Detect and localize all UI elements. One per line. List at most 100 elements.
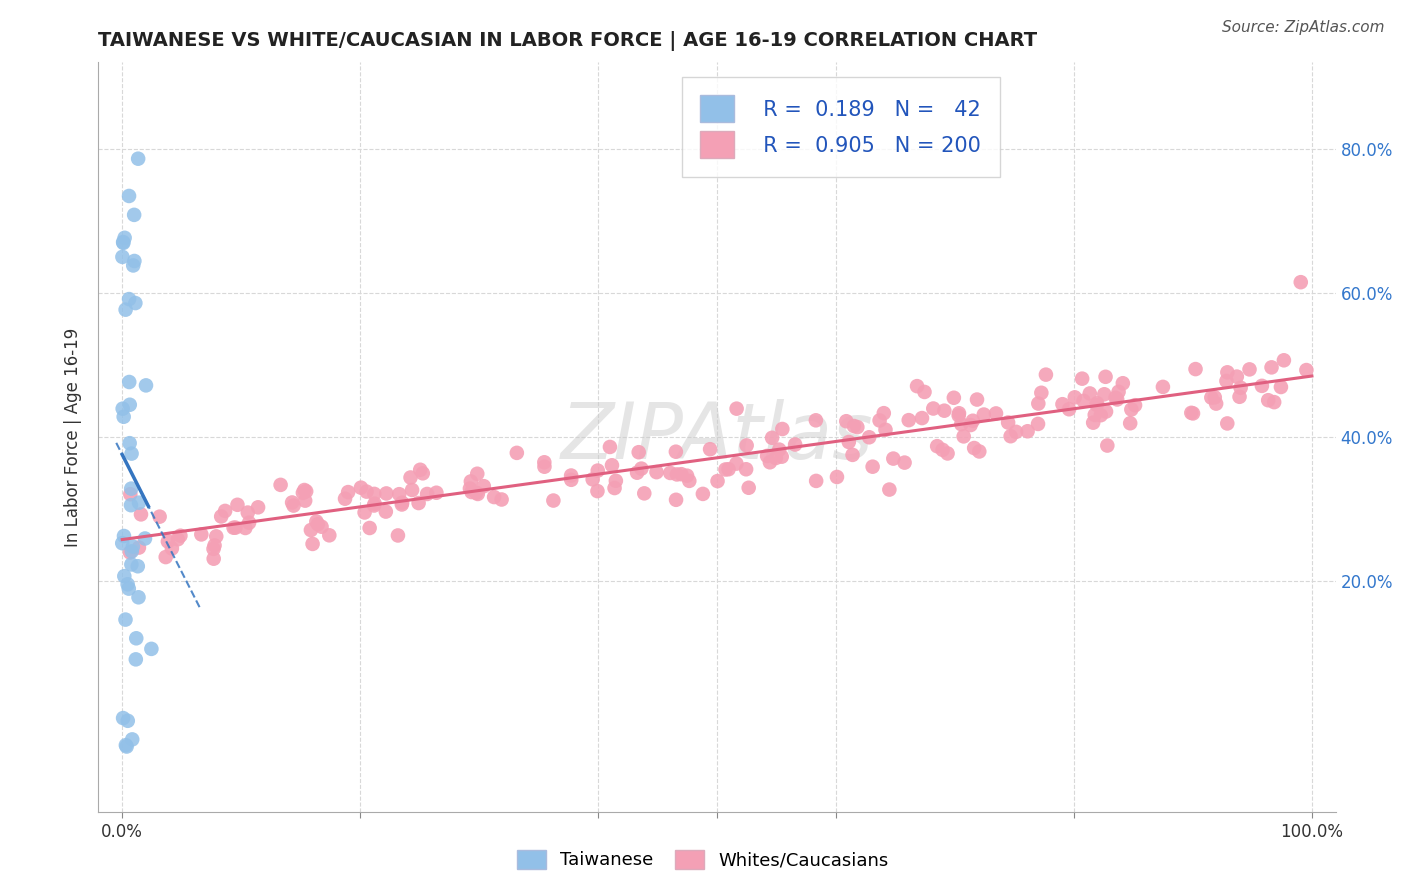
Point	[149, 509, 172, 524]
Point	[1085, 396, 1108, 410]
Point	[966, 392, 988, 407]
Point	[671, 467, 693, 482]
Point	[305, 515, 328, 529]
Point	[128, 591, 150, 605]
Point	[299, 523, 322, 537]
Point	[112, 529, 135, 543]
Point	[337, 485, 360, 500]
Point	[882, 451, 904, 466]
Point	[118, 436, 141, 450]
Point	[630, 461, 652, 475]
Point	[374, 505, 396, 519]
Point	[1112, 376, 1135, 391]
Legend:   R =  0.189   N =   42,   R =  0.905   N = 200: R = 0.189 N = 42, R = 0.905 N = 200	[682, 77, 1000, 177]
Point	[307, 517, 329, 532]
Point	[125, 632, 148, 646]
Point	[233, 521, 256, 535]
Point	[706, 474, 728, 488]
Point	[359, 521, 381, 535]
Point	[627, 445, 650, 459]
Point	[586, 484, 609, 499]
Point	[1026, 417, 1049, 431]
Point	[1205, 396, 1227, 410]
Point	[294, 493, 316, 508]
Point	[1263, 395, 1285, 409]
Point	[115, 738, 138, 752]
Point	[948, 409, 970, 423]
Point	[238, 516, 260, 530]
Point	[914, 384, 936, 399]
Point	[1204, 390, 1226, 404]
Point	[127, 559, 149, 574]
Point	[875, 423, 897, 437]
Point	[412, 467, 434, 481]
Point	[1182, 406, 1205, 420]
Point	[659, 466, 682, 480]
Point	[270, 478, 292, 492]
Point	[633, 486, 655, 500]
Point	[717, 462, 740, 476]
Point	[533, 459, 555, 474]
Point	[506, 446, 529, 460]
Point	[599, 440, 621, 454]
Point	[350, 481, 373, 495]
Point	[465, 467, 488, 481]
Point	[905, 379, 928, 393]
Point	[963, 441, 986, 455]
Point	[283, 499, 305, 513]
Point	[124, 296, 146, 310]
Point	[190, 527, 212, 541]
Point	[869, 413, 891, 427]
Point	[759, 455, 782, 469]
Point	[1289, 275, 1312, 289]
Point	[603, 481, 626, 495]
Point	[1180, 406, 1202, 420]
Point	[1260, 360, 1282, 375]
Point	[114, 231, 136, 245]
Point	[425, 485, 447, 500]
Point	[1073, 393, 1095, 408]
Point	[1107, 392, 1129, 407]
Point	[1251, 379, 1274, 393]
Text: TAIWANESE VS WHITE/CAUCASIAN IN LABOR FORCE | AGE 16-19 CORRELATION CHART: TAIWANESE VS WHITE/CAUCASIAN IN LABOR FO…	[98, 30, 1038, 51]
Y-axis label: In Labor Force | Age 16-19: In Labor Force | Age 16-19	[65, 327, 83, 547]
Point	[879, 483, 901, 497]
Point	[543, 493, 565, 508]
Point	[1097, 438, 1119, 452]
Point	[122, 259, 145, 273]
Point	[333, 491, 356, 506]
Point	[111, 250, 134, 264]
Point	[1152, 380, 1174, 394]
Point	[391, 498, 413, 512]
Point	[118, 189, 141, 203]
Point	[897, 413, 920, 427]
Point	[665, 467, 688, 482]
Point	[1239, 362, 1261, 376]
Point	[737, 481, 759, 495]
Point	[118, 375, 141, 389]
Point	[121, 732, 143, 747]
Point	[1078, 386, 1101, 401]
Point	[950, 417, 973, 432]
Point	[134, 532, 156, 546]
Point	[141, 641, 163, 656]
Point	[127, 152, 149, 166]
Point	[399, 470, 422, 484]
Point	[112, 235, 135, 249]
Point	[1104, 391, 1126, 405]
Point	[804, 413, 827, 427]
Point	[353, 506, 375, 520]
Point	[893, 456, 915, 470]
Point	[665, 492, 688, 507]
Point	[1092, 387, 1115, 401]
Point	[605, 474, 627, 488]
Point	[756, 449, 779, 463]
Point	[375, 486, 398, 500]
Legend: Taiwanese, Whites/Caucasians: Taiwanese, Whites/Caucasians	[508, 840, 898, 879]
Point	[600, 458, 623, 473]
Point	[118, 292, 141, 306]
Point	[1119, 416, 1142, 430]
Point	[911, 411, 934, 425]
Point	[111, 536, 134, 550]
Point	[931, 442, 953, 457]
